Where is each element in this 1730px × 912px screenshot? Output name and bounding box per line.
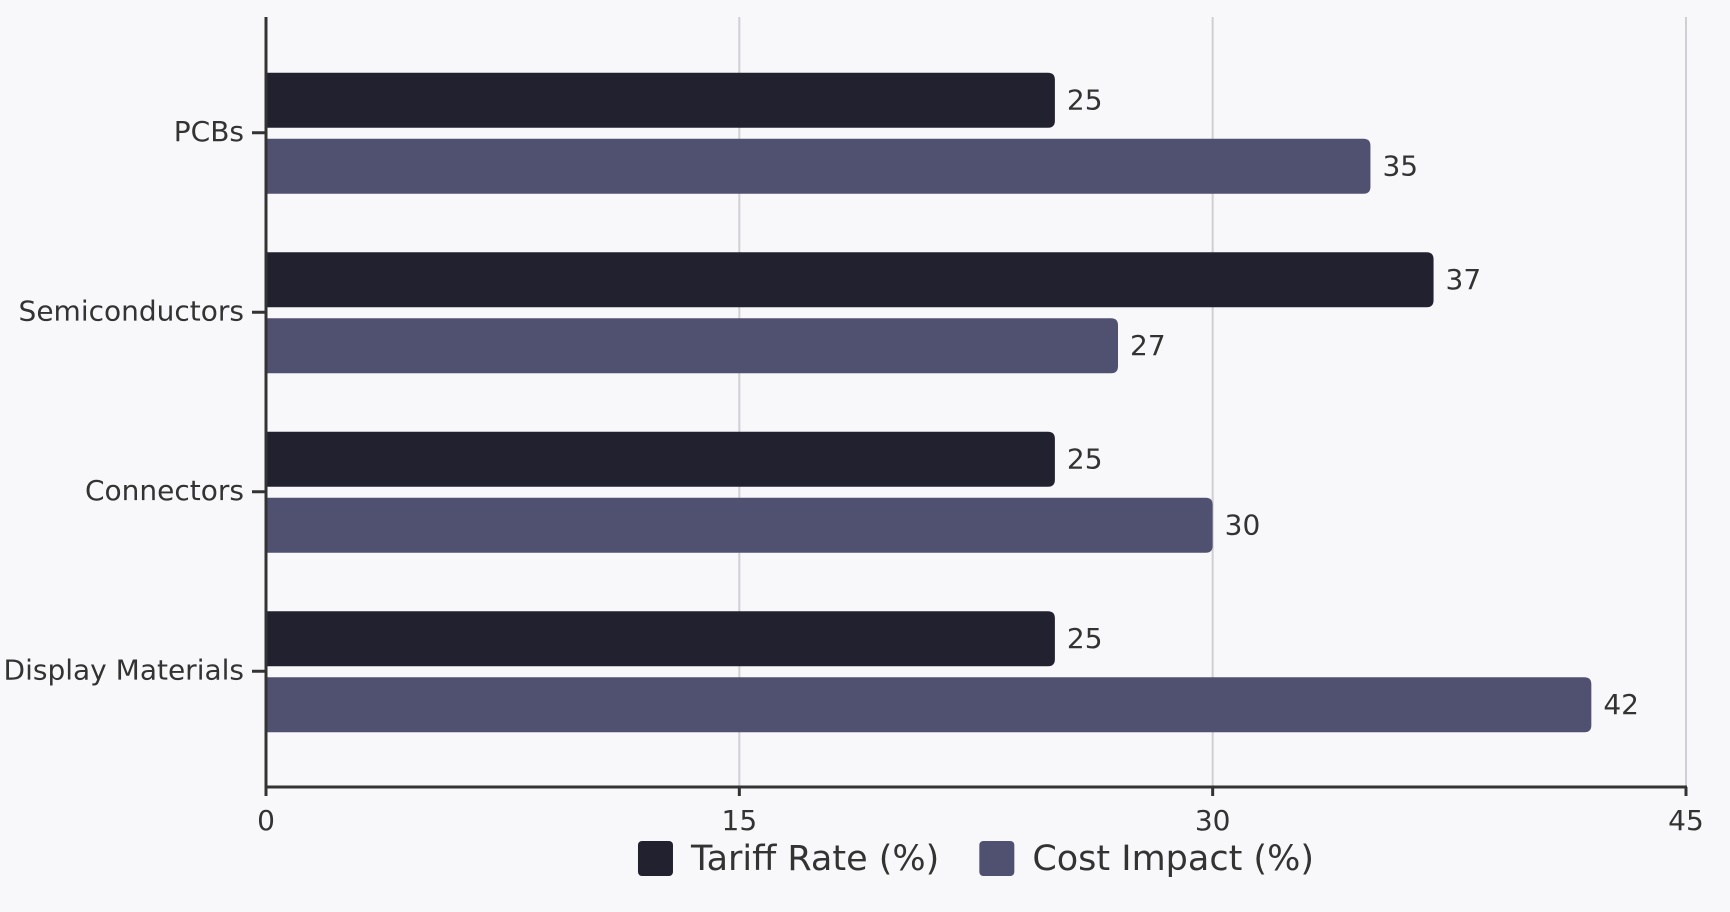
bar: [266, 497, 1213, 553]
legend-swatch: [979, 841, 1015, 876]
value-label: 25: [1067, 622, 1103, 655]
bar: [266, 138, 1371, 194]
value-label: 25: [1067, 442, 1103, 475]
bar: [266, 677, 1592, 733]
value-label: 25: [1067, 83, 1103, 116]
value-label: 30: [1225, 508, 1261, 541]
y-tick-label: Display Materials: [4, 653, 244, 686]
y-tick-label: PCBs: [174, 115, 244, 148]
x-tick-label: 15: [722, 804, 758, 837]
value-label: 27: [1130, 329, 1166, 362]
legend-label: Cost Impact (%): [1032, 839, 1314, 879]
value-label: 37: [1446, 263, 1482, 296]
value-label: 42: [1603, 688, 1639, 721]
x-tick-label: 30: [1195, 804, 1231, 837]
legend-swatch: [637, 841, 673, 876]
x-tick-label: 45: [1668, 804, 1704, 837]
bar: [266, 252, 1434, 308]
y-tick-label: Connectors: [85, 474, 244, 507]
bar: [266, 72, 1055, 128]
bar: [266, 431, 1055, 487]
x-tick-label: 0: [257, 804, 275, 837]
value-label: 35: [1382, 149, 1418, 182]
bar: [266, 611, 1055, 667]
legend-label: Tariff Rate (%): [690, 839, 939, 879]
bar: [266, 318, 1118, 374]
y-tick-label: Semiconductors: [19, 294, 244, 327]
